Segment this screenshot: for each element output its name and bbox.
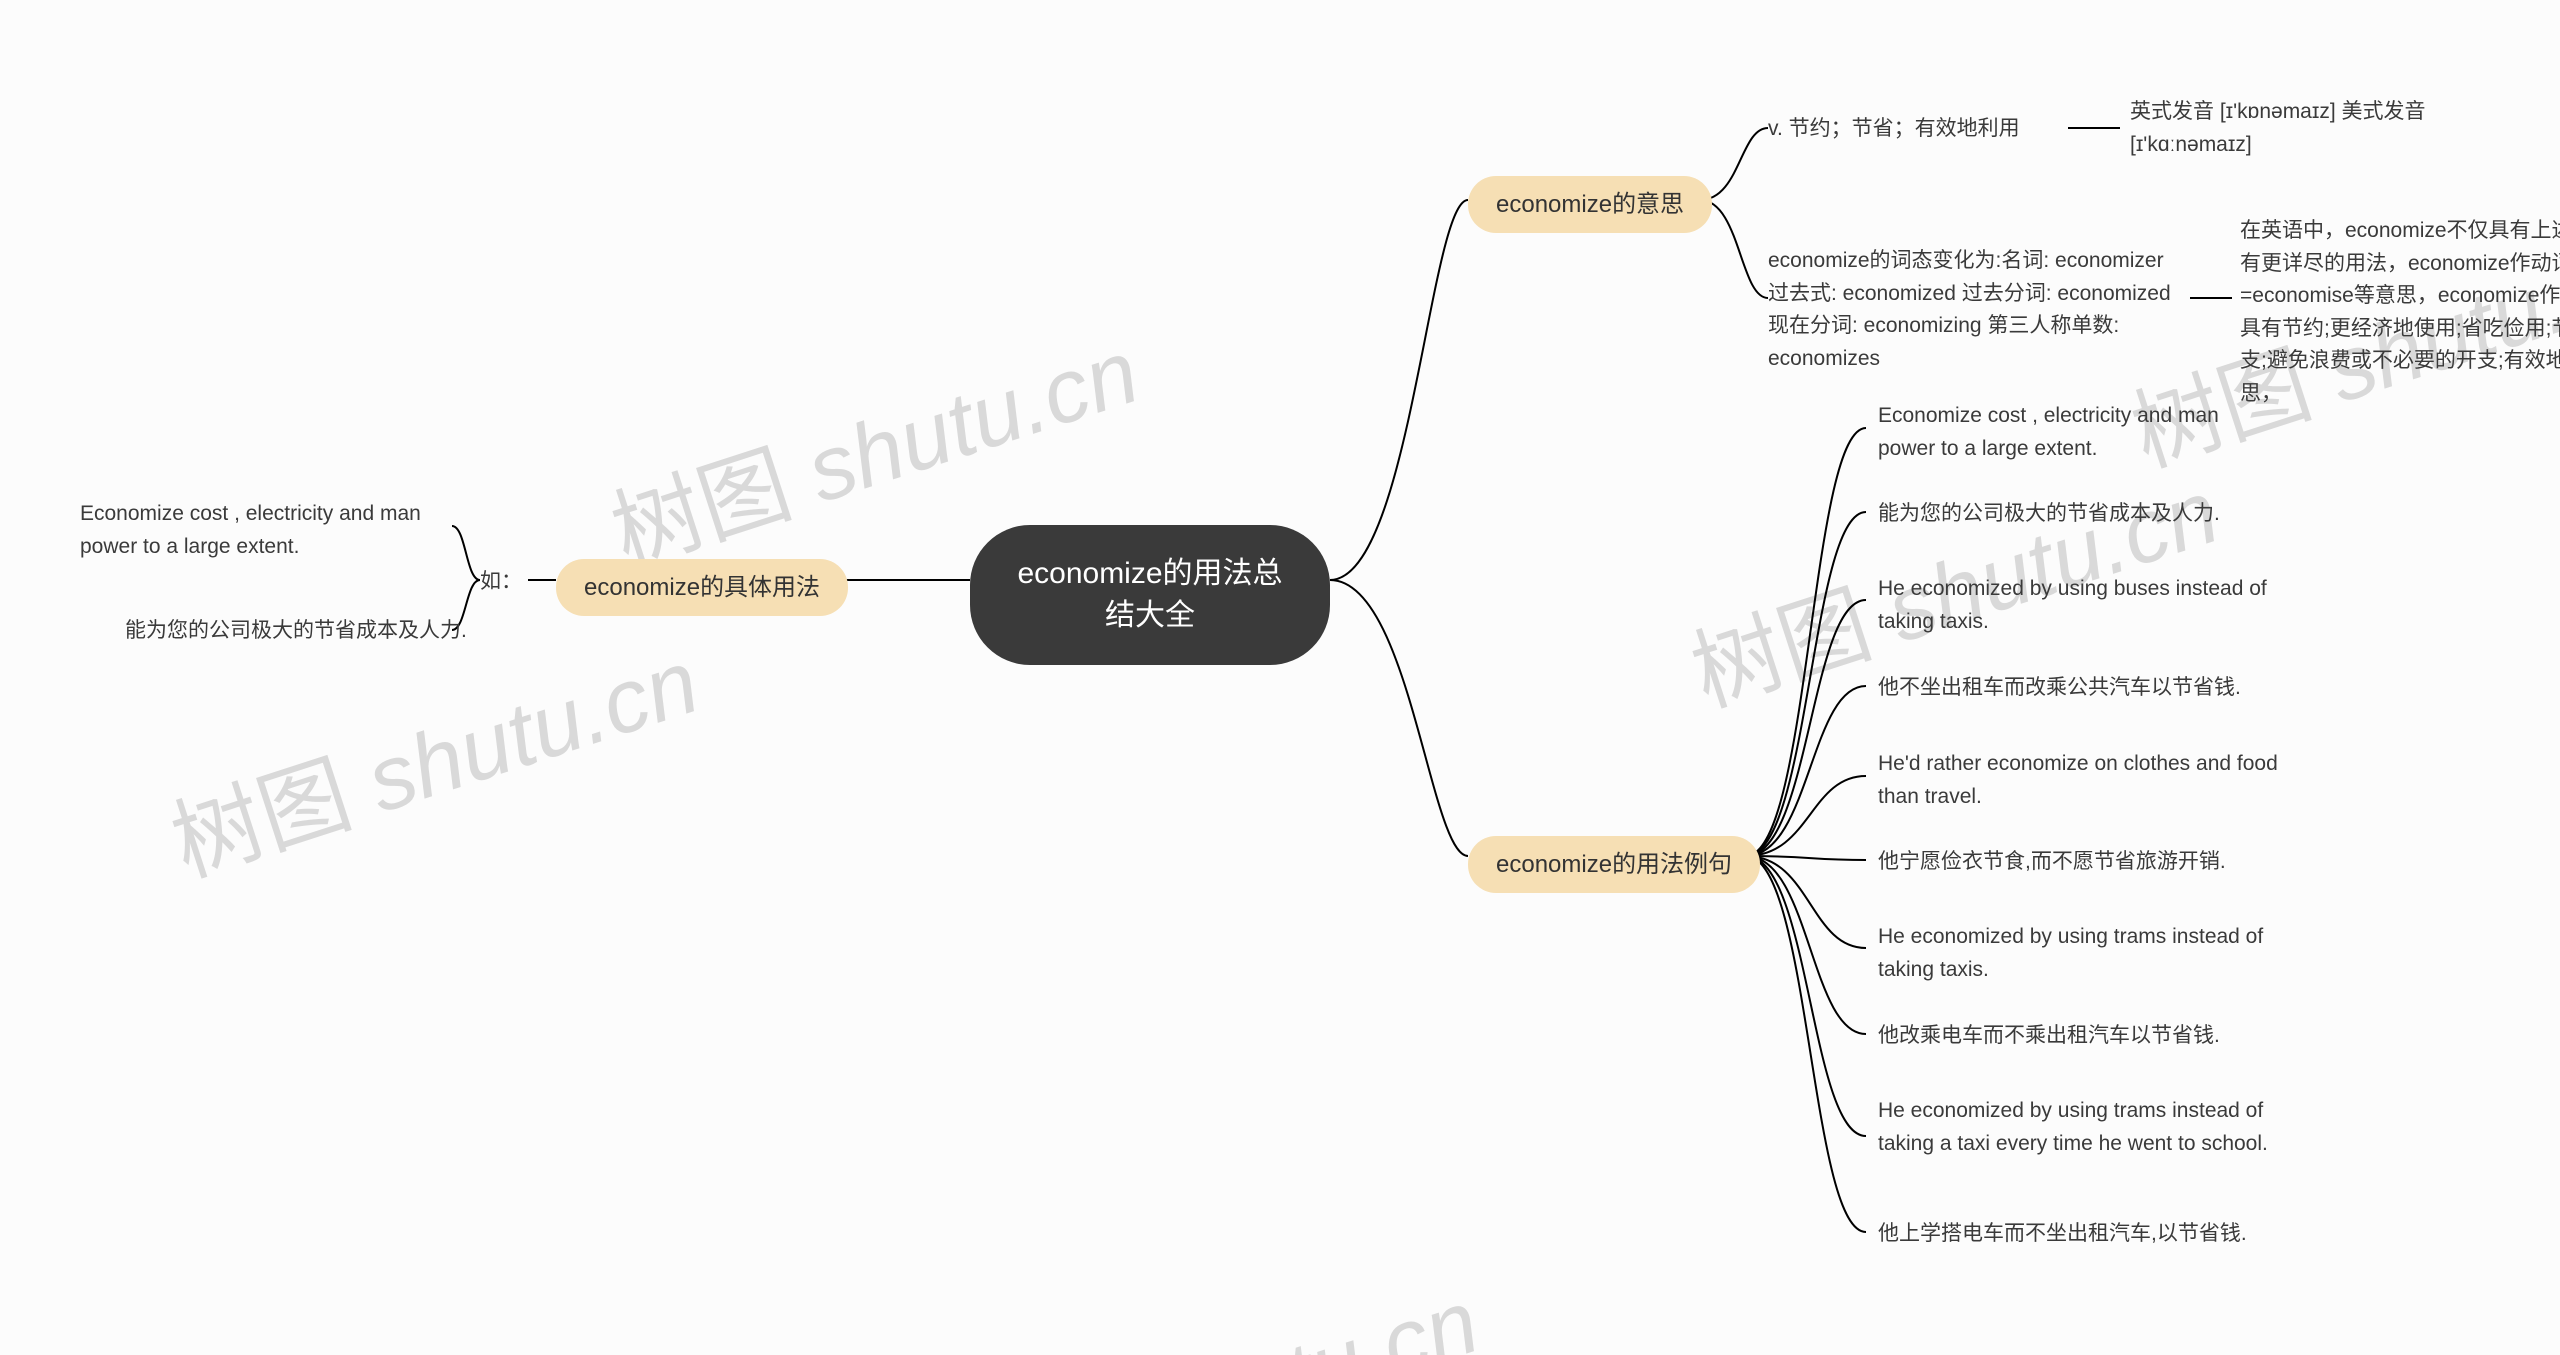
- edge-ex-2: [1746, 600, 1866, 856]
- sub-usage-eg-label: 如：: [480, 570, 522, 593]
- leaf-ex-5: 他宁愿俭衣节食,而不愿节省旅游开销.: [1878, 846, 2278, 879]
- leaf-usage-0-label: Economize cost , electricity and man pow…: [80, 502, 421, 558]
- watermark-han: 树图: [161, 745, 363, 896]
- watermark-latin: shutu.cn: [772, 322, 1150, 530]
- branch-usage[interactable]: economize的具体用法: [556, 559, 848, 616]
- sub-usage-eg: 如：: [480, 566, 522, 599]
- leaf-ex-6: He economized by using trams instead of …: [1878, 921, 2278, 986]
- edge-ex-6: [1746, 856, 1866, 948]
- leaf-usage-1: 能为您的公司极大的节省成本及人力.: [125, 615, 485, 648]
- leaf-meaning-1r-label: 在英语中，economize不仅具有上述意思，还有更详尽的用法，economiz…: [2240, 219, 2560, 405]
- edge-ex-7: [1746, 856, 1866, 1034]
- leaf-ex-6-label: He economized by using trams instead of …: [1878, 925, 2263, 981]
- leaf-ex-0-label: Economize cost , electricity and man pow…: [1878, 404, 2219, 460]
- leaf-ex-4: He'd rather economize on clothes and foo…: [1878, 748, 2278, 813]
- watermark-latin: shutu.cn: [332, 632, 710, 840]
- leaf-meaning-0r-label: 英式发音 [ɪ'kɒnəmaɪz] 美式发音 [ɪ'kɑːnəmaɪz]: [2130, 100, 2426, 156]
- leaf-ex-8: He economized by using trams instead of …: [1878, 1095, 2278, 1160]
- leaf-ex-9: 他上学搭电车而不坐出租汽车,以节省钱.: [1878, 1218, 2278, 1251]
- leaf-ex-4-label: He'd rather economize on clothes and foo…: [1878, 752, 2278, 808]
- leaf-ex-3: 他不坐出租车而改乘公共汽车以节省钱.: [1878, 672, 2278, 705]
- leaf-meaning-0l-label: v. 节约；节省；有效地利用: [1768, 117, 2020, 140]
- watermark-latin: shutu.cn: [1112, 1272, 1490, 1355]
- edge-ex-0: [1746, 428, 1866, 856]
- leaf-ex-8-label: He economized by using trams instead of …: [1878, 1099, 2268, 1155]
- watermark-latin: shutu.cn: [1852, 462, 2230, 670]
- leaf-meaning-1l-label: economize的词态变化为:名词: economizer 过去式: econ…: [1768, 249, 2171, 370]
- leaf-meaning-0r: 英式发音 [ɪ'kɒnəmaɪz] 美式发音 [ɪ'kɑːnəmaɪz]: [2130, 96, 2530, 161]
- leaf-meaning-1r: 在英语中，economize不仅具有上述意思，还有更详尽的用法，economiz…: [2240, 215, 2560, 410]
- leaf-ex-3-label: 他不坐出租车而改乘公共汽车以节省钱.: [1878, 676, 2241, 699]
- edge-ex-1: [1746, 512, 1866, 856]
- leaf-meaning-0l: v. 节约；节省；有效地利用: [1768, 113, 2068, 146]
- leaf-usage-0: Economize cost , electricity and man pow…: [80, 498, 460, 563]
- edge-ex-5: [1746, 856, 1866, 860]
- edge-root-examples: [1330, 580, 1468, 856]
- branch-meaning-label: economize的意思: [1496, 191, 1684, 218]
- root-node[interactable]: economize的用法总结大全: [970, 525, 1330, 665]
- root-label: economize的用法总结大全: [1017, 557, 1282, 632]
- leaf-ex-5-label: 他宁愿俭衣节食,而不愿节省旅游开销.: [1878, 850, 2226, 873]
- leaf-ex-9-label: 他上学搭电车而不坐出租汽车,以节省钱.: [1878, 1222, 2247, 1245]
- edge-ex-3: [1746, 686, 1866, 856]
- leaf-ex-1-label: 能为您的公司极大的节省成本及人力.: [1878, 502, 2220, 525]
- leaf-ex-7: 他改乘电车而不乘出租汽车以节省钱.: [1878, 1020, 2278, 1053]
- edge-ex-8: [1746, 856, 1866, 1136]
- leaf-ex-2: He economized by using buses instead of …: [1878, 573, 2278, 638]
- leaf-usage-1-label: 能为您的公司极大的节省成本及人力.: [125, 619, 467, 642]
- edge-ex-4: [1746, 776, 1866, 856]
- leaf-meaning-1l: economize的词态变化为:名词: economizer 过去式: econ…: [1768, 245, 2188, 375]
- branch-meaning[interactable]: economize的意思: [1468, 176, 1712, 233]
- edge-ex-9: [1746, 856, 1866, 1232]
- leaf-ex-1: 能为您的公司极大的节省成本及人力.: [1878, 498, 2278, 531]
- edge-root-meaning: [1330, 200, 1468, 580]
- watermark: 树图 shutu.cn: [933, 1249, 1492, 1355]
- branch-examples[interactable]: economize的用法例句: [1468, 836, 1760, 893]
- branch-examples-label: economize的用法例句: [1496, 851, 1732, 878]
- leaf-ex-2-label: He economized by using buses instead of …: [1878, 577, 2267, 633]
- edge-mean-brace-top: [1700, 128, 1768, 200]
- watermark: 树图 shutu.cn: [153, 609, 712, 901]
- leaf-ex-7-label: 他改乘电车而不乘出租汽车以节省钱.: [1878, 1024, 2220, 1047]
- branch-usage-label: economize的具体用法: [584, 574, 820, 601]
- watermark-han: 树图: [1681, 575, 1883, 726]
- leaf-ex-0: Economize cost , electricity and man pow…: [1878, 400, 2278, 465]
